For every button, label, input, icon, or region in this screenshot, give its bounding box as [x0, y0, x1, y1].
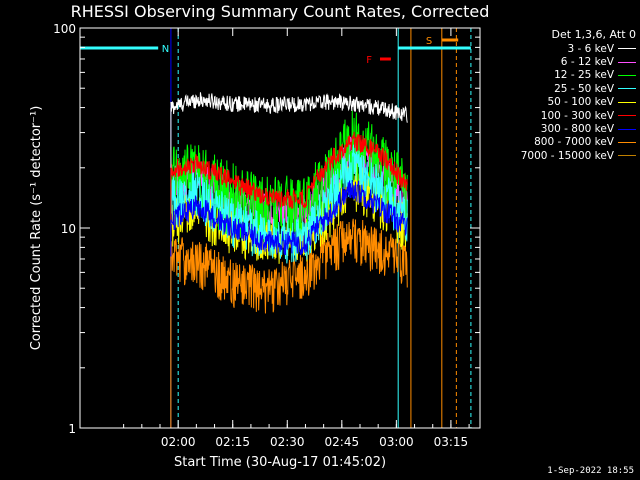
- x-tick-label: 02:00: [161, 435, 196, 449]
- legend-label: 25 - 50 keV: [554, 82, 614, 95]
- x-tick-label: 02:30: [270, 435, 305, 449]
- legend-entry: 800 - 7000 keV: [484, 136, 636, 149]
- legend-swatch: [618, 61, 636, 63]
- series-line: [170, 218, 408, 314]
- legend-swatch: [618, 155, 636, 157]
- legend-label: 100 - 300 keV: [540, 109, 614, 122]
- legend-label: 6 - 12 keV: [560, 56, 614, 69]
- annotations-group: N F S: [80, 36, 471, 66]
- annotation-label: F: [366, 55, 372, 66]
- legend-entry: 100 - 300 keV: [484, 109, 636, 122]
- x-axis-label: Start Time (30-Aug-17 01:45:02): [174, 455, 386, 470]
- y-tick-label: 1: [68, 422, 76, 436]
- legend-label: 3 - 6 keV: [567, 42, 614, 55]
- legend-swatch: [618, 74, 636, 76]
- legend-entry: 3 - 6 keV: [484, 42, 636, 55]
- legend-swatch: [618, 141, 636, 143]
- annotation-label: S: [426, 36, 432, 47]
- legend-entry: 25 - 50 keV: [484, 82, 636, 95]
- legend-swatch: [618, 128, 636, 130]
- plot-frame: [79, 27, 481, 429]
- x-tick-label: 02:45: [325, 435, 360, 449]
- annotation-label: N: [162, 44, 169, 55]
- legend-label: 300 - 800 keV: [540, 123, 614, 136]
- legend-label: 50 - 100 keV: [547, 96, 614, 109]
- series-line: [170, 92, 408, 123]
- series-line: [170, 131, 408, 209]
- chart-title: RHESSI Observing Summary Count Rates, Co…: [70, 2, 490, 21]
- legend-swatch: [618, 48, 636, 50]
- legend-entry: 7000 - 15000 keV: [484, 149, 636, 162]
- legend-entry: 50 - 100 keV: [484, 96, 636, 109]
- legend: Det 1,3,6, Att 0 3 - 6 keV 6 - 12 keV 12 -…: [484, 28, 636, 163]
- axes-group: 02:00 02:15 02:30 02:45 03:00 03:15 1 10 100: [53, 22, 480, 449]
- legend-swatch: [618, 88, 636, 90]
- legend-label: 12 - 25 keV: [554, 69, 614, 82]
- legend-entry: 300 - 800 keV: [484, 122, 636, 135]
- legend-header: Det 1,3,6, Att 0: [551, 28, 636, 41]
- series-group: [170, 92, 408, 428]
- x-tick-label: 03:00: [379, 435, 414, 449]
- y-axis-label: Corrected Count Rate (s⁻¹ detector⁻¹): [29, 106, 44, 351]
- legend-entry: 6 - 12 keV: [484, 55, 636, 68]
- legend-swatch: [618, 101, 636, 103]
- y-tick-label: 100: [53, 22, 76, 36]
- y-tick-label: 10: [61, 222, 76, 236]
- footer-timestamp: 1-Sep-2022 18:55: [547, 466, 634, 476]
- legend-swatch: [618, 115, 636, 117]
- x-tick-label: 02:15: [215, 435, 250, 449]
- legend-label: 800 - 7000 keV: [534, 136, 614, 149]
- x-tick-label: 03:15: [434, 435, 469, 449]
- series-line: [170, 179, 408, 256]
- legend-entry: 12 - 25 keV: [484, 69, 636, 82]
- legend-label: 7000 - 15000 keV: [520, 149, 614, 162]
